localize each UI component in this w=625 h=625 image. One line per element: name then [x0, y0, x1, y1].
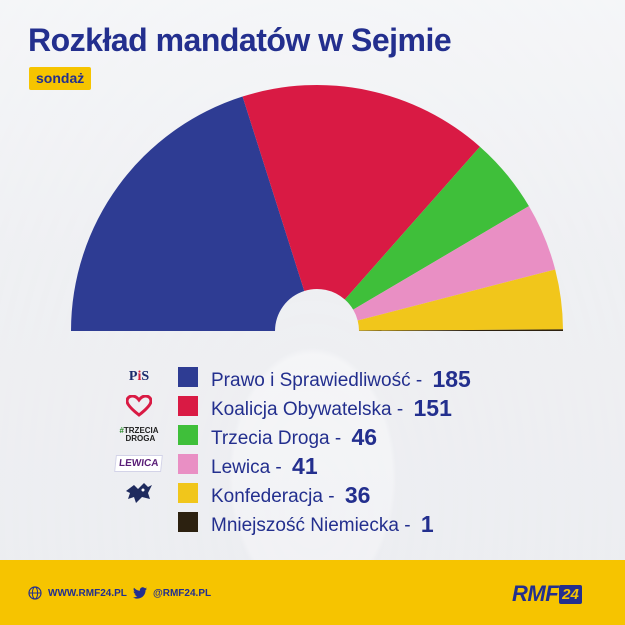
- legend-swatch: [178, 483, 198, 503]
- party-name: Konfederacja: [211, 486, 323, 507]
- seat-count: 46: [351, 424, 378, 450]
- td-logo-line1: TRZECIA: [123, 425, 159, 435]
- seat-count: 41: [292, 453, 318, 479]
- label-separator: -: [398, 515, 416, 536]
- slice-3: [353, 206, 556, 321]
- legend-swatch: [178, 512, 198, 532]
- legend-swatch: [178, 396, 198, 416]
- lewica-logo: LEWICA: [114, 449, 164, 478]
- legend-item-pis: PiS Prawo i Sprawiedliwość - 185: [114, 362, 574, 392]
- pis-logo-p: P: [128, 368, 138, 384]
- td-logo-hash: #: [119, 425, 124, 435]
- legend-label: Konfederacja - 36: [211, 481, 370, 508]
- brand-text: RMF: [512, 581, 559, 606]
- twitter-icon: [133, 587, 147, 599]
- legend-label: Mniejszość Niemiecka - 1: [211, 510, 434, 537]
- label-separator: -: [410, 370, 428, 391]
- legend-swatch: [178, 367, 198, 387]
- footer: WWW.RMF24.PL @RMF24.PL RMF 24: [0, 560, 625, 625]
- legend-swatch: [178, 425, 198, 445]
- legend-item-konfederacja: Konfederacja - 36: [114, 478, 574, 508]
- party-name: Trzecia Droga: [211, 428, 330, 449]
- legend-label: Prawo i Sprawiedliwość - 185: [211, 365, 471, 392]
- legend-item-lewica: LEWICA Lewica - 41: [114, 449, 574, 479]
- legend: PiS Prawo i Sprawiedliwość - 185 Koalicj…: [114, 362, 574, 537]
- slice-5: [358, 329, 563, 331]
- heart-icon: [114, 391, 164, 420]
- label-separator: -: [270, 457, 288, 478]
- website-text: WWW.RMF24.PL: [48, 587, 127, 599]
- twitter-text: @RMF24.PL: [153, 587, 212, 599]
- seat-count: 36: [344, 482, 371, 508]
- seat-distribution-chart: [71, 84, 563, 331]
- logo-empty: [114, 507, 164, 536]
- legend-label: Trzecia Droga - 46: [211, 423, 377, 450]
- td-logo-line2: DROGA: [125, 433, 156, 443]
- brand-number: 24: [559, 584, 582, 604]
- party-name: Mniejszość Niemiecka: [211, 515, 399, 536]
- pis-logo-s: S: [141, 368, 150, 384]
- label-separator: -: [391, 399, 409, 420]
- pis-logo-i: i: [137, 368, 142, 384]
- label-separator: -: [322, 486, 340, 507]
- legend-swatch: [178, 454, 198, 474]
- globe-icon: [28, 586, 42, 600]
- poll-badge: sondaż: [29, 67, 92, 90]
- slice-4: [357, 269, 563, 331]
- legend-item-mn: Mniejszość Niemiecka - 1: [114, 507, 574, 537]
- legend-label: Lewica - 41: [211, 452, 318, 479]
- party-name: Koalicja Obywatelska: [211, 399, 392, 420]
- legend-label: Koalicja Obywatelska - 151: [211, 394, 452, 421]
- slice-2: [344, 146, 529, 310]
- seat-count: 1: [420, 511, 434, 537]
- legend-item-td: #TRZECIA DROGA Trzecia Droga - 46: [114, 420, 574, 450]
- twitter-link[interactable]: @RMF24.PL: [133, 586, 211, 600]
- page-title: Rozkład mandatów w Sejmie: [28, 22, 452, 58]
- website-link[interactable]: WWW.RMF24.PL: [28, 586, 127, 600]
- party-name: Prawo i Sprawiedliwość: [211, 370, 411, 391]
- slice-1: [242, 84, 480, 300]
- seat-count: 185: [432, 366, 471, 392]
- seat-count: 151: [413, 395, 452, 421]
- konfederacja-logo: [114, 478, 164, 507]
- rmf24-logo: RMF 24: [512, 581, 582, 607]
- legend-item-ko: Koalicja Obywatelska - 151: [114, 391, 574, 421]
- lewica-logo-text: LEWICA: [114, 455, 164, 472]
- pis-logo: PiS: [114, 362, 164, 391]
- trzecia-droga-logo: #TRZECIA DROGA: [114, 420, 164, 449]
- label-separator: -: [329, 428, 347, 449]
- party-name: Lewica: [211, 457, 271, 478]
- slice-0: [71, 96, 305, 331]
